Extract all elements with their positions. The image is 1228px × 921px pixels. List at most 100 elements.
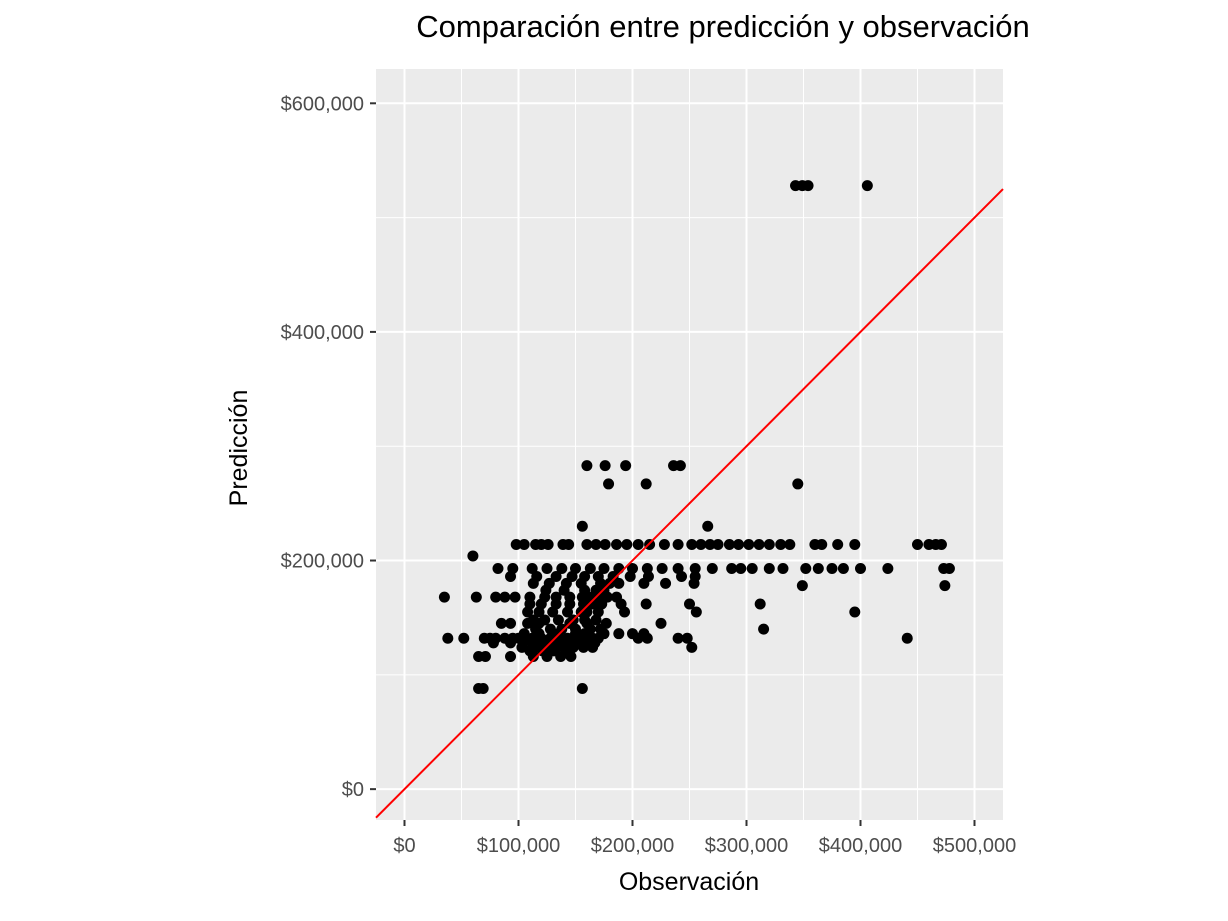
data-point	[576, 520, 588, 532]
data-point	[522, 606, 534, 618]
data-point	[613, 577, 625, 589]
x-tick-label: $300,000	[705, 835, 788, 857]
data-point	[458, 632, 470, 644]
data-point	[479, 651, 491, 663]
data-point	[849, 606, 861, 618]
data-point	[590, 539, 602, 551]
x-tick-label: $100,000	[477, 835, 560, 857]
data-point	[613, 628, 625, 640]
data-point	[552, 614, 564, 626]
data-point	[638, 577, 650, 589]
major-grid	[376, 69, 1003, 820]
data-point	[550, 571, 562, 583]
data-point	[599, 460, 611, 472]
data-point	[800, 563, 812, 575]
data-point	[603, 478, 615, 490]
data-point	[584, 563, 596, 575]
data-point	[676, 571, 688, 583]
data-point	[640, 478, 652, 490]
data-point	[684, 598, 695, 610]
minor-grid	[376, 69, 1003, 820]
data-point	[826, 563, 838, 575]
data-point	[656, 563, 668, 575]
data-point	[689, 563, 701, 575]
data-point	[660, 577, 672, 589]
data-point	[620, 460, 632, 472]
data-point	[505, 617, 517, 629]
x-tick-label: $200,000	[591, 835, 674, 857]
data-point	[943, 563, 955, 575]
y-tick-label: $0	[342, 779, 364, 801]
reference-line-group	[375, 188, 1004, 819]
data-point	[562, 606, 574, 618]
data-point	[541, 563, 553, 575]
data-point	[812, 563, 824, 575]
data-point	[681, 632, 693, 644]
data-point	[686, 539, 698, 551]
data-point	[723, 539, 735, 551]
x-axis: $0 $100,000 $200,000 $300,000 $400,000 $500,0…	[393, 820, 1016, 857]
data-point	[599, 539, 611, 551]
data-point	[758, 623, 770, 635]
data-point	[487, 637, 499, 649]
data-point	[655, 617, 667, 629]
data-point	[754, 598, 766, 610]
y-tick-label: $200,000	[281, 551, 364, 573]
data-point	[912, 539, 923, 551]
data-point	[882, 563, 894, 575]
data-point	[565, 651, 577, 663]
data-point	[555, 651, 567, 663]
data-point	[763, 563, 775, 575]
data-point	[640, 598, 652, 610]
y-axis-title: Predicción	[225, 390, 253, 507]
data-point	[632, 632, 644, 644]
data-point	[518, 539, 530, 551]
data-point	[527, 651, 539, 663]
data-point	[581, 539, 593, 551]
reference-line	[375, 188, 1004, 819]
data-point	[939, 580, 951, 592]
data-point	[577, 641, 589, 653]
data-point	[467, 550, 479, 562]
data-point	[509, 591, 521, 603]
data-point	[775, 539, 787, 551]
data-point	[526, 563, 538, 575]
data-point	[619, 606, 631, 618]
data-point	[624, 571, 636, 583]
data-point	[563, 539, 575, 551]
data-point	[505, 637, 517, 649]
data-point	[816, 539, 828, 551]
data-point	[438, 591, 450, 603]
data-point	[581, 460, 593, 472]
data-point	[499, 591, 511, 603]
data-point	[490, 591, 502, 603]
data-point	[702, 520, 714, 532]
data-point	[587, 598, 599, 610]
data-point	[544, 623, 556, 635]
data-point	[587, 641, 599, 653]
data-point	[704, 539, 716, 551]
data-point	[935, 539, 947, 551]
data-point	[855, 563, 866, 575]
data-point	[533, 606, 545, 618]
data-point	[735, 563, 747, 575]
data-point	[763, 539, 775, 551]
data-point	[527, 577, 539, 589]
data-point	[690, 606, 702, 618]
data-point	[802, 180, 814, 192]
data-point	[477, 683, 489, 695]
data-point	[522, 617, 534, 629]
data-point	[611, 539, 623, 551]
data-point	[726, 563, 738, 575]
data-point	[598, 563, 610, 575]
data-point	[576, 683, 588, 695]
data-point	[505, 571, 517, 583]
chart-title: Comparación entre predicción y observaci…	[416, 9, 1029, 44]
data-point	[706, 563, 718, 575]
y-tick-label: $600,000	[281, 93, 364, 115]
data-point	[510, 539, 522, 551]
data-point	[688, 577, 700, 589]
data-point	[556, 563, 568, 575]
y-tick-label: $400,000	[281, 322, 364, 344]
data-point	[695, 539, 707, 551]
